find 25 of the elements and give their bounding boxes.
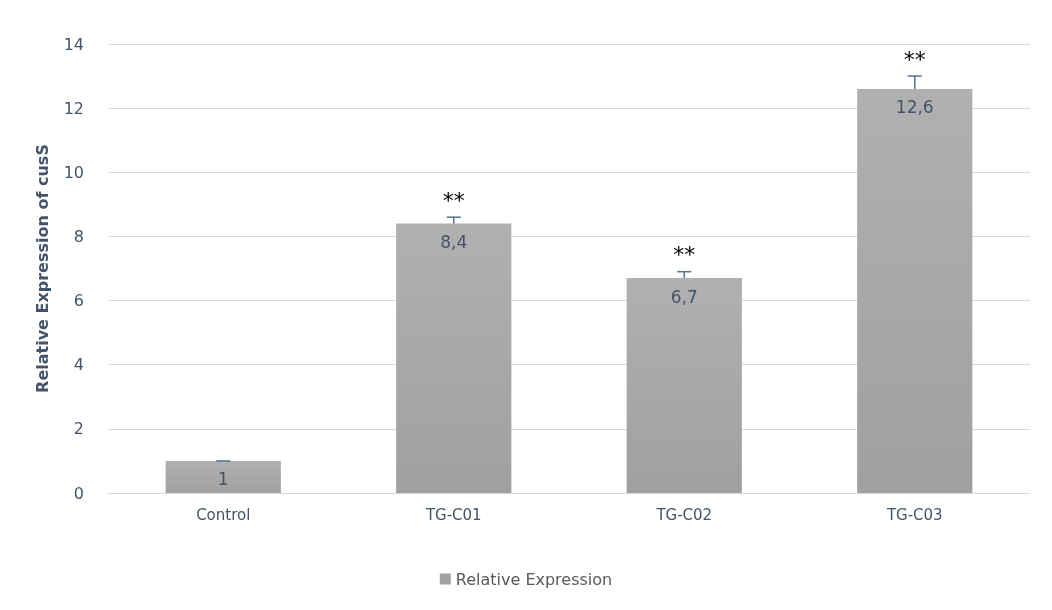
y-tick-label: 4: [73, 355, 84, 375]
y-tick-label: 0: [73, 483, 84, 503]
y-tick-label: 10: [63, 162, 84, 182]
data-label: 12,6: [895, 97, 934, 118]
annotation: **: [442, 187, 465, 213]
data-label: 1: [217, 469, 229, 490]
bar: [396, 223, 512, 493]
data-label: 6,7: [670, 286, 698, 307]
y-axis-title: Relative Expression of cusS: [32, 144, 52, 393]
y-tick-label: 12: [63, 98, 84, 118]
bar: [626, 278, 742, 493]
x-tick-label: TG-C03: [885, 505, 943, 524]
y-tick-label: 8: [73, 226, 84, 246]
bar: [165, 460, 281, 493]
legend-label: Relative Expression: [455, 569, 613, 589]
y-tick-label: 14: [63, 34, 84, 54]
bar: [857, 88, 973, 493]
y-tick-label: 6: [73, 291, 84, 311]
y-tick-label: 2: [73, 419, 84, 439]
data-label: 8,4: [440, 232, 468, 253]
x-tick-label: Control: [196, 505, 251, 524]
annotation: **: [903, 46, 926, 72]
x-tick-label: TG-C01: [424, 505, 482, 524]
x-tick-label: TG-C02: [655, 505, 713, 524]
annotation: **: [673, 242, 696, 268]
